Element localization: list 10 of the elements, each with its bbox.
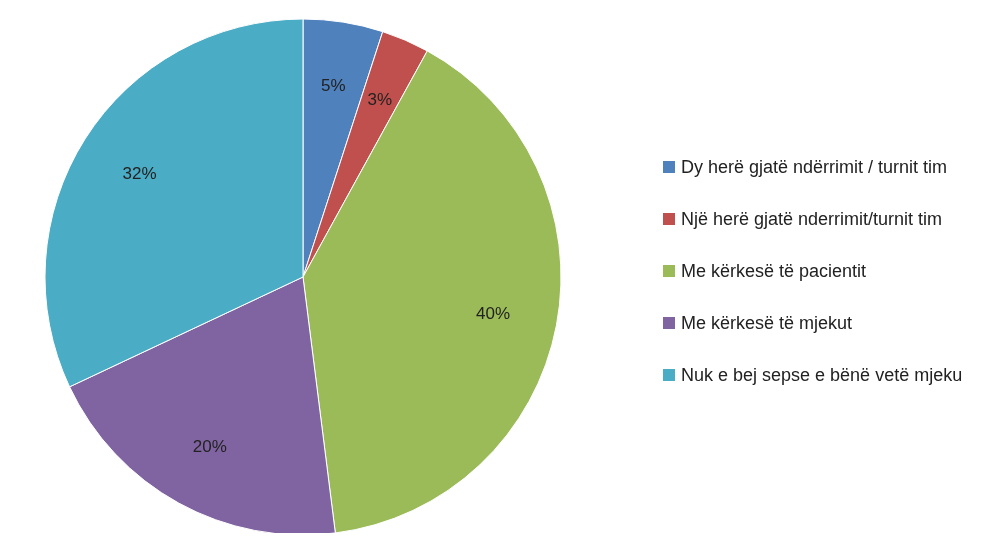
legend-label: Me kërkesë të pacientit: [681, 259, 867, 283]
legend-label: Dy herë gjatë ndërrimit / turnit tim: [681, 155, 948, 179]
legend-label: Një herë gjatë nderrimit/turnit tim: [681, 207, 943, 231]
legend-label: Nuk e bej sepse e bënë vetë mjeku: [681, 363, 963, 387]
data-label: 32%: [122, 163, 157, 183]
data-label: 5%: [320, 76, 346, 96]
data-label: 20%: [192, 437, 227, 457]
data-label: 3%: [367, 89, 393, 109]
data-label: 40%: [476, 303, 511, 323]
legend-label: Me kërkesë të mjekut: [681, 311, 853, 335]
